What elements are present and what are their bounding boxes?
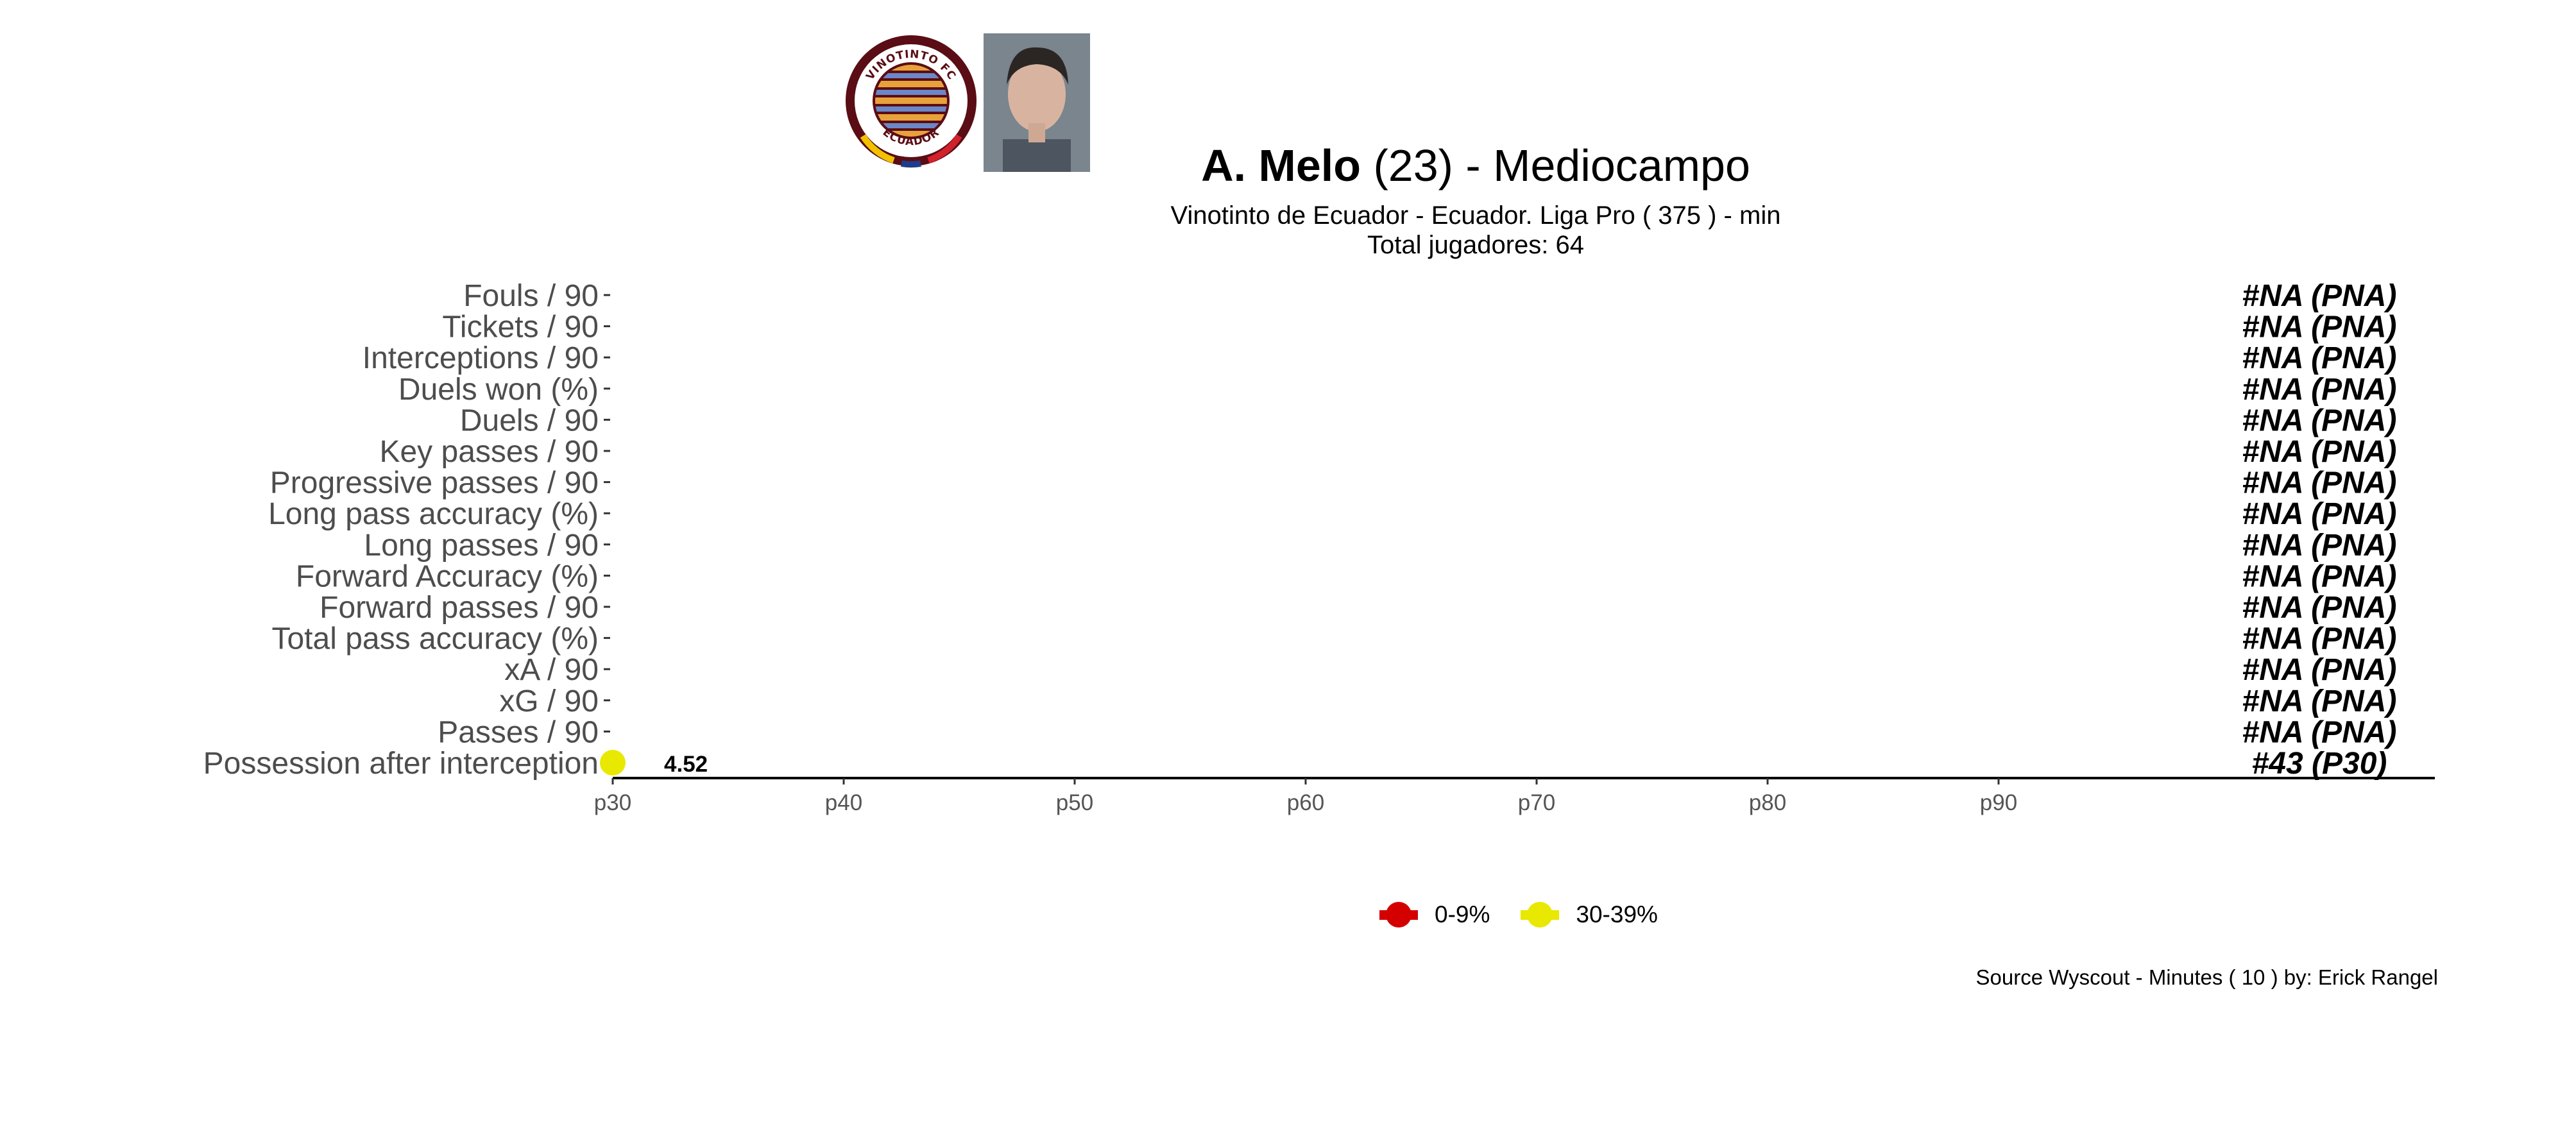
player-age: (23): [1373, 140, 1453, 191]
chart-title: A. Melo (23) - Mediocampo: [1027, 140, 1925, 191]
rank-label: #NA (PNA): [2242, 715, 2397, 749]
x-tick-label: p90: [1980, 790, 2017, 815]
rank-label: #NA (PNA): [2242, 653, 2397, 687]
y-axis-label: Long passes / 90: [364, 529, 599, 563]
total-players: Total jugadores: 64: [1367, 231, 1584, 259]
rank-label: #NA (PNA): [2242, 466, 2397, 500]
rank-label: #NA (PNA): [2242, 373, 2397, 407]
rank-label: #NA (PNA): [2242, 684, 2397, 718]
y-axis-label: Fouls / 90: [463, 279, 599, 313]
x-tick-label: p30: [594, 790, 631, 815]
x-tick-label: p50: [1056, 790, 1093, 815]
rank-label: #NA (PNA): [2242, 403, 2397, 437]
rank-label: #43 (P30): [2252, 747, 2387, 781]
y-axis-label: Passes / 90: [438, 715, 599, 749]
legend-label: 0-9%: [1435, 901, 1490, 928]
y-axis-label: Possession after interception: [203, 747, 599, 781]
x-tick-label: p70: [1518, 790, 1555, 815]
y-axis-label: Total pass accuracy (%): [271, 622, 599, 656]
rank-label: #NA (PNA): [2242, 341, 2397, 375]
x-tick-label: p40: [825, 790, 862, 815]
rank-label: #NA (PNA): [2242, 622, 2397, 656]
y-axis-label: Duels / 90: [460, 403, 599, 437]
y-axis-label: Forward Accuracy (%): [296, 559, 599, 593]
rank-label: #NA (PNA): [2242, 435, 2397, 469]
chart-subtitle: Vinotinto de Ecuador - Ecuador. Liga Pro…: [1170, 201, 1781, 230]
chart-legend: 0-9% 30-39%: [1379, 901, 1689, 928]
legend-item-0-9: 0-9%: [1379, 901, 1490, 928]
y-axis-label: Duels won (%): [398, 373, 599, 407]
y-axis-label: xA / 90: [504, 653, 599, 687]
y-axis-label: xG / 90: [499, 684, 599, 718]
y-axis-label: Interceptions / 90: [363, 341, 599, 375]
y-axis-label: Long pass accuracy (%): [268, 497, 599, 531]
legend-label: 30-39%: [1576, 901, 1658, 928]
y-axis-label: Key passes / 90: [379, 435, 599, 469]
player-portrait-icon: [984, 33, 1090, 172]
rank-label: #NA (PNA): [2242, 591, 2397, 625]
legend-item-30-39: 30-39%: [1521, 901, 1658, 928]
club-crest-icon: VINOTINTO FC ECUADOR: [846, 35, 977, 168]
percentile-dot: [600, 750, 626, 776]
y-axis-label: Forward passes / 90: [320, 591, 599, 625]
rank-label: #NA (PNA): [2242, 310, 2397, 344]
source-caption: Source Wyscout - Minutes ( 10 ) by: Eric…: [1975, 965, 2438, 989]
y-axis-label: Progressive passes / 90: [270, 466, 599, 500]
legend-key-red: [1379, 902, 1418, 928]
value-label: 4.52: [664, 752, 708, 777]
x-tick-label: p60: [1287, 790, 1324, 815]
y-axis-label: Tickets / 90: [442, 310, 599, 344]
rank-label: #NA (PNA): [2242, 497, 2397, 531]
legend-key-yellow: [1521, 902, 1560, 928]
x-tick-label: p80: [1749, 790, 1786, 815]
rank-label: #NA (PNA): [2242, 529, 2397, 563]
player-name: A. Melo: [1201, 140, 1361, 191]
rank-label: #NA (PNA): [2242, 559, 2397, 593]
rank-label: #NA (PNA): [2242, 279, 2397, 313]
player-position: - Mediocampo: [1453, 140, 1750, 191]
